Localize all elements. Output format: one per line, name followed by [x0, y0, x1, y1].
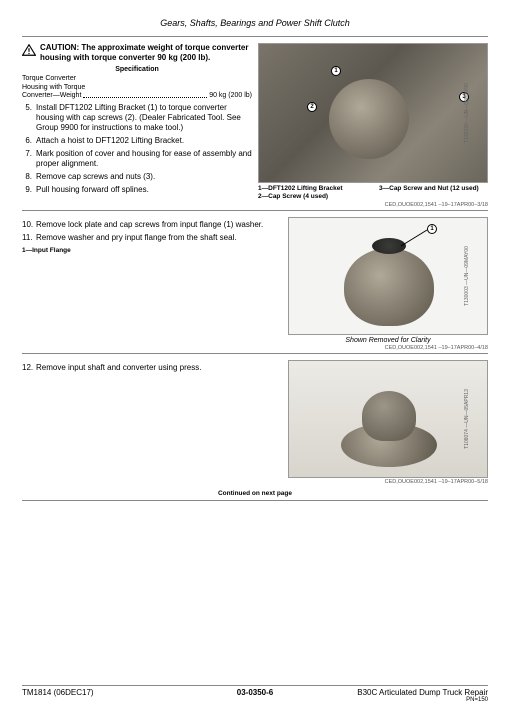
image-detail — [329, 79, 409, 159]
reference-code: CED,OUOE002,1541 –19–17APR00–4/18 — [288, 345, 488, 351]
page-footer: TM1814 (06DEC17) 03-0350-6 B30C Articula… — [22, 685, 488, 703]
legend-note: 1—Input Flange — [22, 247, 282, 254]
figure-legend: 1—DFT1202 Lifting Bracket 2—Cap Screw (4… — [258, 185, 488, 201]
step-text: Remove washer and pry input flange from … — [36, 233, 282, 243]
step-item: 7.Mark position of cover and housing for… — [22, 149, 252, 169]
step-number: 10. — [22, 220, 36, 230]
reference-code: CED,OUOE002,1541 –19–17APR00–3/18 — [258, 202, 488, 208]
continued-notice: Continued on next page — [22, 487, 488, 501]
figure-image: 1 T130003 —UN—09MAY00 — [288, 217, 488, 335]
page-section-title: Gears, Shafts, Bearings and Power Shift … — [22, 18, 488, 28]
figure-image: T108074 —UN—05APR13 — [288, 360, 488, 478]
image-detail — [362, 391, 416, 441]
step-text: Attach a hoist to DFT1202 Lifting Bracke… — [36, 136, 252, 146]
spec-right: 90 kg (200 lb) — [209, 92, 252, 100]
dotted-leader — [83, 90, 207, 98]
step-number: 12. — [22, 363, 36, 373]
step-number: 8. — [22, 172, 36, 182]
spec-left: Converter—Weight — [22, 92, 81, 100]
step-number: 11. — [22, 233, 36, 243]
step-item: 10.Remove lock plate and cap screws from… — [22, 220, 282, 230]
callout-1: 1 — [331, 66, 341, 76]
step-text: Pull housing forward off splines. — [36, 185, 252, 195]
step-item: 8.Remove cap screws and nuts (3). — [22, 172, 252, 182]
figure-caption: Shown Removed for Clarity — [288, 337, 488, 344]
callout-2: 2 — [307, 102, 317, 112]
callout-line — [399, 228, 429, 248]
warning-icon — [22, 44, 36, 56]
step-item: 12.Remove input shaft and converter usin… — [22, 363, 282, 373]
step-text: Remove lock plate and cap screws from in… — [36, 220, 282, 230]
step-number: 9. — [22, 185, 36, 195]
step-item: 11.Remove washer and pry input flange fr… — [22, 233, 282, 243]
step-number: 6. — [22, 136, 36, 146]
legend-item: 1—DFT1202 Lifting Bracket — [258, 185, 367, 193]
step-text: Remove input shaft and converter using p… — [36, 363, 282, 373]
step-text: Remove cap screws and nuts (3). — [36, 172, 252, 182]
footer-left: TM1814 (06DEC17) — [22, 688, 94, 703]
footer-page-num: PN=150 — [357, 697, 488, 703]
caution-text: CAUTION: The approximate weight of torqu… — [40, 43, 252, 62]
image-ref-side: T108074 —UN—05APR13 — [464, 389, 470, 449]
legend-item: 3—Cap Screw and Nut (12 used) — [379, 185, 488, 193]
caution-block: CAUTION: The approximate weight of torqu… — [22, 43, 252, 62]
step-text: Mark position of cover and housing for e… — [36, 149, 252, 169]
spec-heading: Specification — [22, 66, 252, 73]
step-number: 5. — [22, 103, 36, 133]
image-detail — [344, 248, 434, 326]
step-item: 5.Install DFT1202 Lifting Bracket (1) to… — [22, 103, 252, 133]
footer-center: 03-0350-6 — [237, 688, 273, 697]
image-ref-side: T130320 —UN—09MAY00 — [464, 83, 470, 143]
spec-line: Converter—Weight 90 kg (200 lb) — [22, 92, 252, 100]
step-item: 9.Pull housing forward off splines. — [22, 185, 252, 195]
footer-right: B30C Articulated Dump Truck Repair — [357, 688, 488, 697]
section-1: CAUTION: The approximate weight of torqu… — [22, 37, 488, 211]
legend-item: 2—Cap Screw (4 used) — [258, 193, 367, 201]
step-number: 7. — [22, 149, 36, 169]
section-3: 12.Remove input shaft and converter usin… — [22, 354, 488, 487]
figure-image: 1 2 3 T130320 —UN—09MAY00 — [258, 43, 488, 183]
section-2: 10.Remove lock plate and cap screws from… — [22, 211, 488, 354]
step-item: 6.Attach a hoist to DFT1202 Lifting Brac… — [22, 136, 252, 146]
reference-code: CED,OUOE002,1541 –19–17APR00–5/18 — [288, 479, 488, 485]
spec-line: Torque Converter — [22, 75, 252, 83]
step-text: Install DFT1202 Lifting Bracket (1) to t… — [36, 103, 252, 133]
image-ref-side: T130003 —UN—09MAY00 — [464, 246, 470, 306]
